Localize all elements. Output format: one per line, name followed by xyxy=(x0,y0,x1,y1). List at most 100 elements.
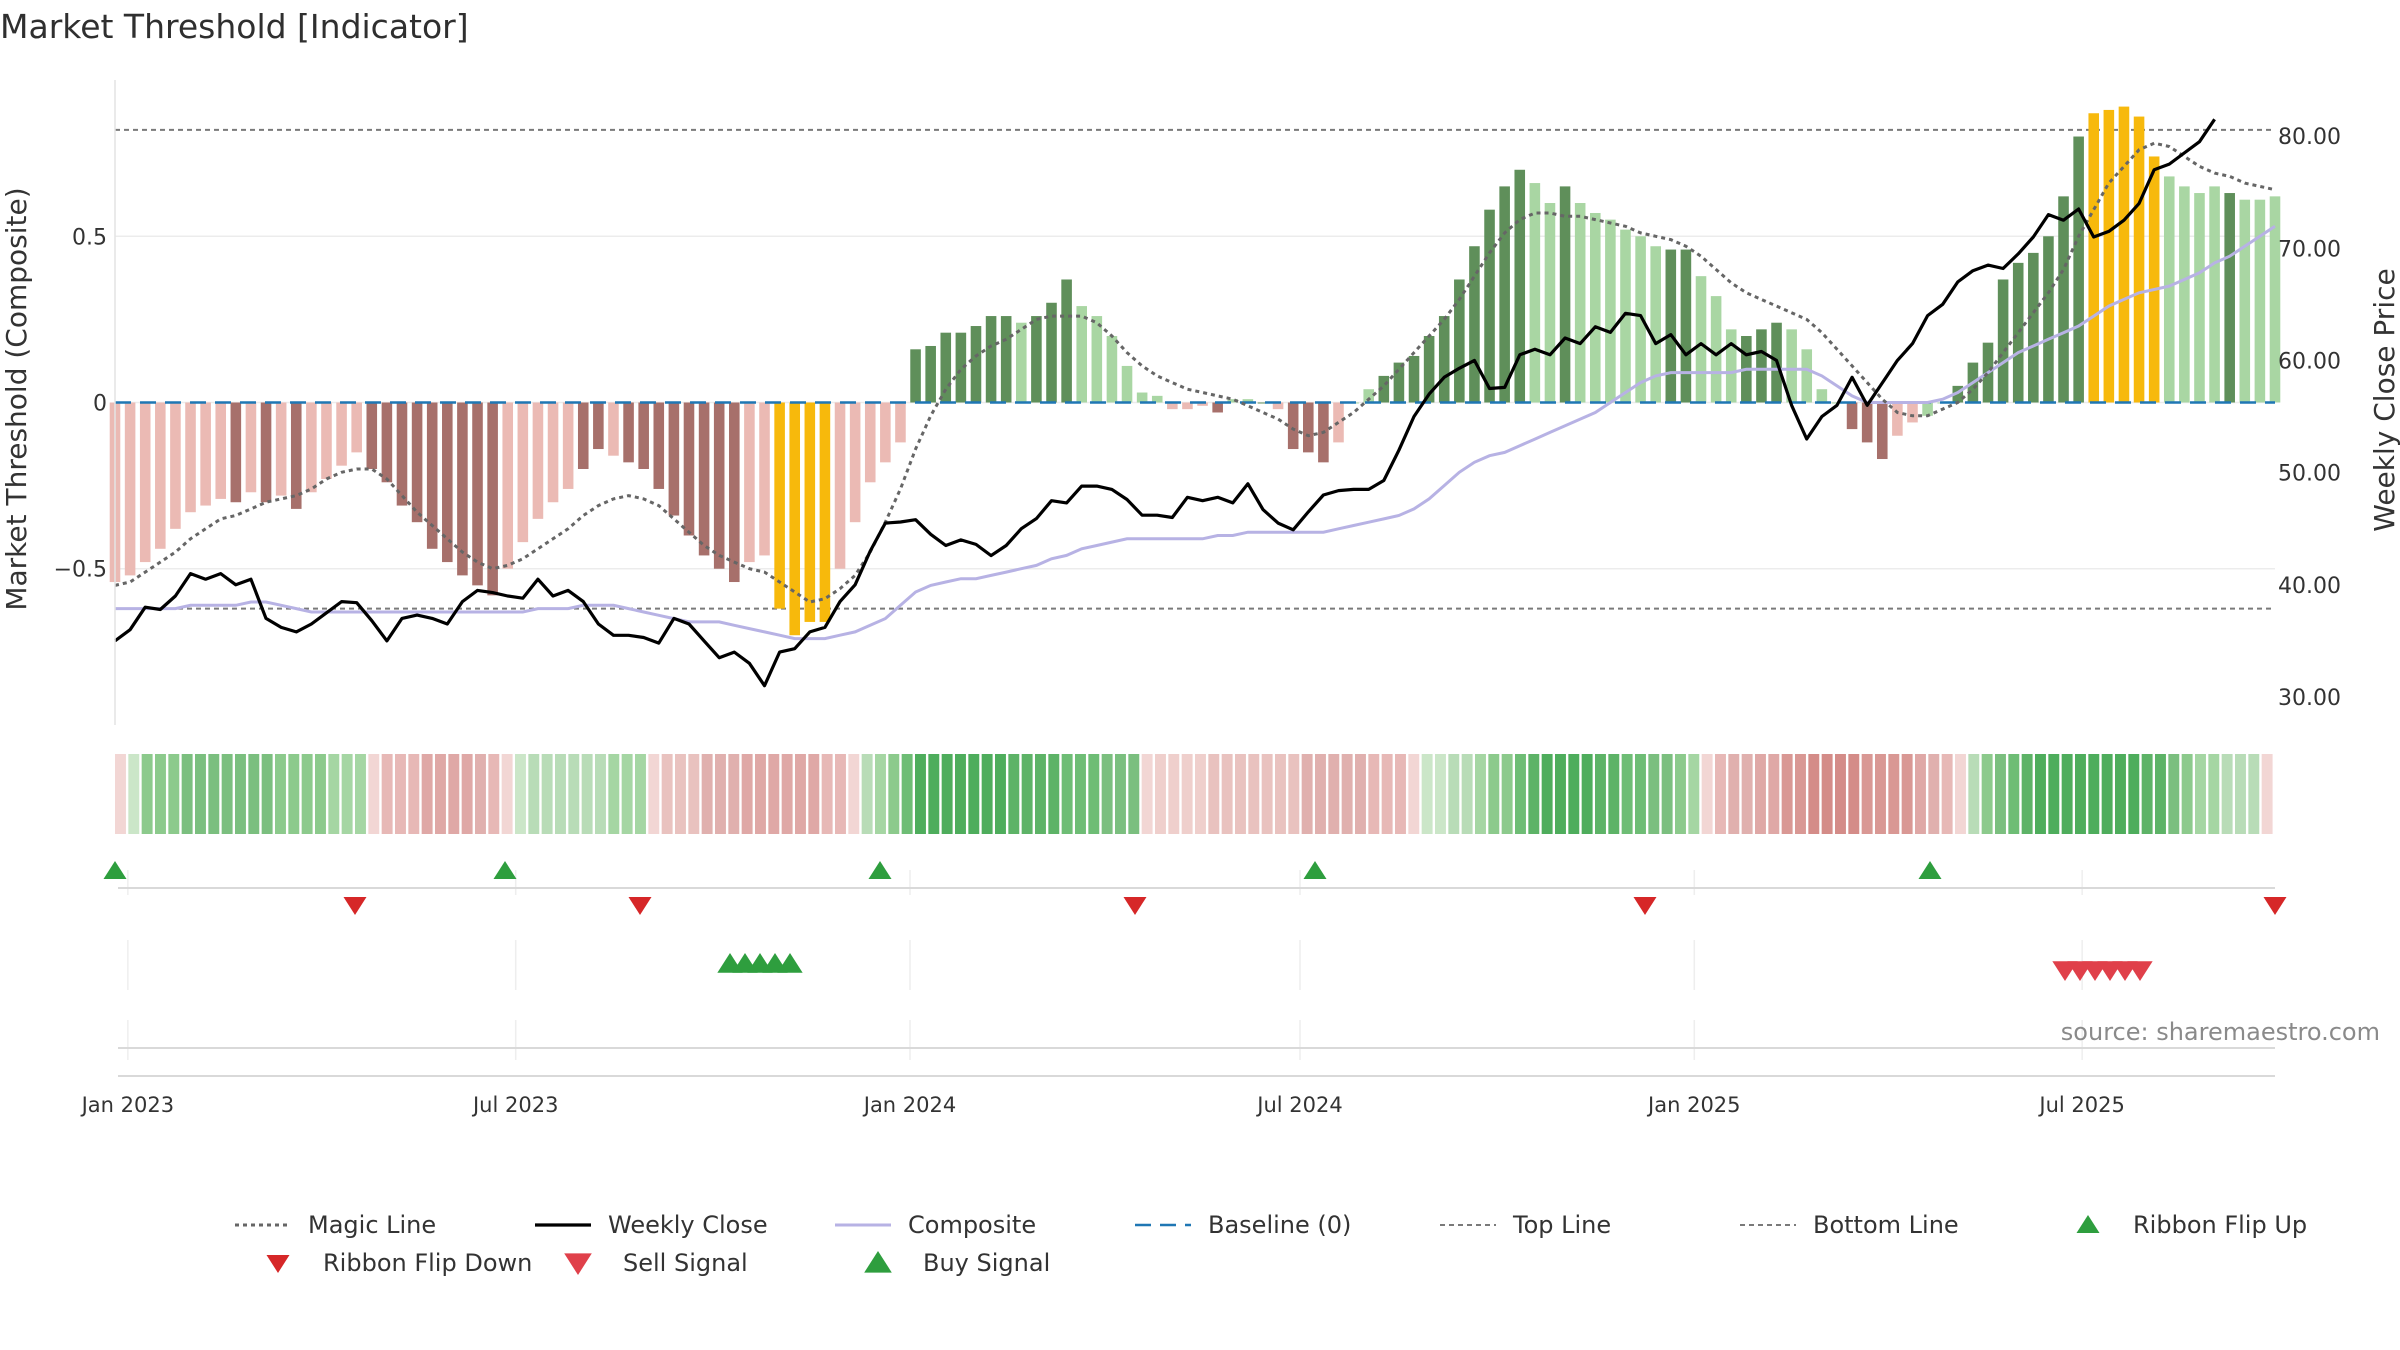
ribbon-cell xyxy=(1461,754,1473,834)
hist-bar xyxy=(759,402,770,556)
ribbon-cell xyxy=(1755,754,1766,834)
ribbon-cell xyxy=(2101,754,2113,834)
ribbon-cell xyxy=(235,754,246,834)
legend-label: Magic Line xyxy=(308,1211,436,1239)
legend-item: Ribbon Flip Up xyxy=(2076,1211,2307,1239)
hist-bar xyxy=(502,402,514,569)
legend-label: Sell Signal xyxy=(623,1249,748,1277)
hist-bar xyxy=(1514,169,1526,403)
legend-item: Buy Signal xyxy=(864,1249,1050,1277)
hist-bar xyxy=(1227,399,1239,403)
hist-bar xyxy=(2088,113,2100,403)
hist-bar xyxy=(713,402,725,569)
ribbon-cell xyxy=(1355,754,1366,834)
legend-swatch xyxy=(2076,1215,2100,1233)
ribbon-cell xyxy=(501,754,513,834)
ribbon-cell xyxy=(1675,754,1686,834)
hist-bar xyxy=(1363,389,1374,403)
hist-bar xyxy=(275,402,287,496)
ribbon-cell xyxy=(941,754,953,834)
ribbon-flip-up-marker xyxy=(1303,861,1327,879)
x-tick-label: Jul 2023 xyxy=(471,1093,558,1117)
ribbon-cell xyxy=(1301,754,1313,834)
hist-bar xyxy=(1529,183,1541,403)
hist-bar xyxy=(819,402,831,622)
ribbon-cell xyxy=(555,754,566,834)
ribbon-cell xyxy=(568,754,580,834)
hist-bar xyxy=(1212,402,1223,413)
hist-bar xyxy=(1756,329,1767,403)
hist-bar xyxy=(1151,395,1163,403)
hist-bar xyxy=(1091,316,1103,403)
ribbon-cell xyxy=(1555,754,1566,834)
ribbon-cell xyxy=(1928,754,1940,834)
hist-bar xyxy=(2179,186,2190,403)
ribbon-cell xyxy=(355,754,366,834)
ribbon-cell xyxy=(168,754,180,834)
hist-bar xyxy=(849,402,861,523)
ribbon-cell xyxy=(2141,754,2153,834)
legend-label: Weekly Close xyxy=(608,1211,768,1239)
hist-bar xyxy=(1997,279,2009,403)
ribbon-cell xyxy=(2261,754,2273,834)
ribbon-cell xyxy=(1821,754,1833,834)
hist-bar xyxy=(2224,193,2235,403)
ribbon-flip-up-marker xyxy=(868,861,892,879)
legend-item: Bottom Line xyxy=(1740,1211,1959,1239)
hist-bar xyxy=(1710,296,1722,403)
hist-bar xyxy=(215,402,227,499)
ribbon-cell xyxy=(1581,754,1593,834)
ribbon-cell xyxy=(2115,754,2126,834)
source-attribution: source: sharemaestro.com xyxy=(2061,1018,2380,1046)
hist-bar xyxy=(321,402,332,479)
ribbon-cell xyxy=(1795,754,1806,834)
ribbon-cell xyxy=(675,754,686,834)
hist-bar xyxy=(789,402,801,636)
right-tick-label: 70.00 xyxy=(2278,237,2341,262)
magic-line xyxy=(114,141,2276,604)
ribbon-cell xyxy=(1381,754,1393,834)
hist-bar xyxy=(1635,236,1646,403)
grid xyxy=(115,235,2275,1060)
hist-bar xyxy=(2073,136,2084,403)
ribbon-cell xyxy=(1715,754,1726,834)
ribbon-cell xyxy=(541,754,553,834)
hist-bar xyxy=(608,402,619,456)
hist-bar xyxy=(925,345,936,403)
left-tick-label: −0.5 xyxy=(54,558,107,583)
ribbon-cell xyxy=(261,754,273,834)
ribbon-cell xyxy=(1488,754,1500,834)
hist-bar xyxy=(2133,116,2145,403)
hist-bar xyxy=(1650,246,1661,403)
ribbon-cell xyxy=(448,754,460,834)
hist-bar xyxy=(155,402,166,549)
ribbon-cell xyxy=(155,754,166,834)
hist-bar xyxy=(306,402,317,493)
ribbon-cell xyxy=(1501,754,1513,834)
ribbon-cell xyxy=(488,754,500,834)
ribbon-cell xyxy=(1661,754,1673,834)
ribbon-cell xyxy=(128,754,140,834)
ribbon-cell xyxy=(1128,754,1140,834)
hist-bar xyxy=(1922,402,1933,416)
hist-bar xyxy=(1695,276,1707,403)
hist-bar xyxy=(910,349,921,403)
hist-bar xyxy=(2118,106,2130,403)
ribbon-cell xyxy=(1595,754,1606,834)
ribbon-cell xyxy=(608,754,620,834)
ribbon-cell xyxy=(581,754,593,834)
hist-bar xyxy=(1272,402,1284,410)
ribbon-cell xyxy=(728,754,740,834)
ribbon-cell xyxy=(1875,754,1886,834)
hist-bar xyxy=(411,402,423,523)
hist-bar xyxy=(955,332,967,403)
ribbon-cell xyxy=(1288,754,1300,834)
ribbon-cell xyxy=(2021,754,2033,834)
x-tick-label: Jan 2024 xyxy=(862,1093,957,1117)
ribbon-cell xyxy=(595,754,606,834)
ribbon-cell xyxy=(1608,754,1620,834)
legend-swatch xyxy=(864,1251,892,1273)
ribbon-cell xyxy=(981,754,993,834)
right-tick-label: 80.00 xyxy=(2278,125,2341,150)
